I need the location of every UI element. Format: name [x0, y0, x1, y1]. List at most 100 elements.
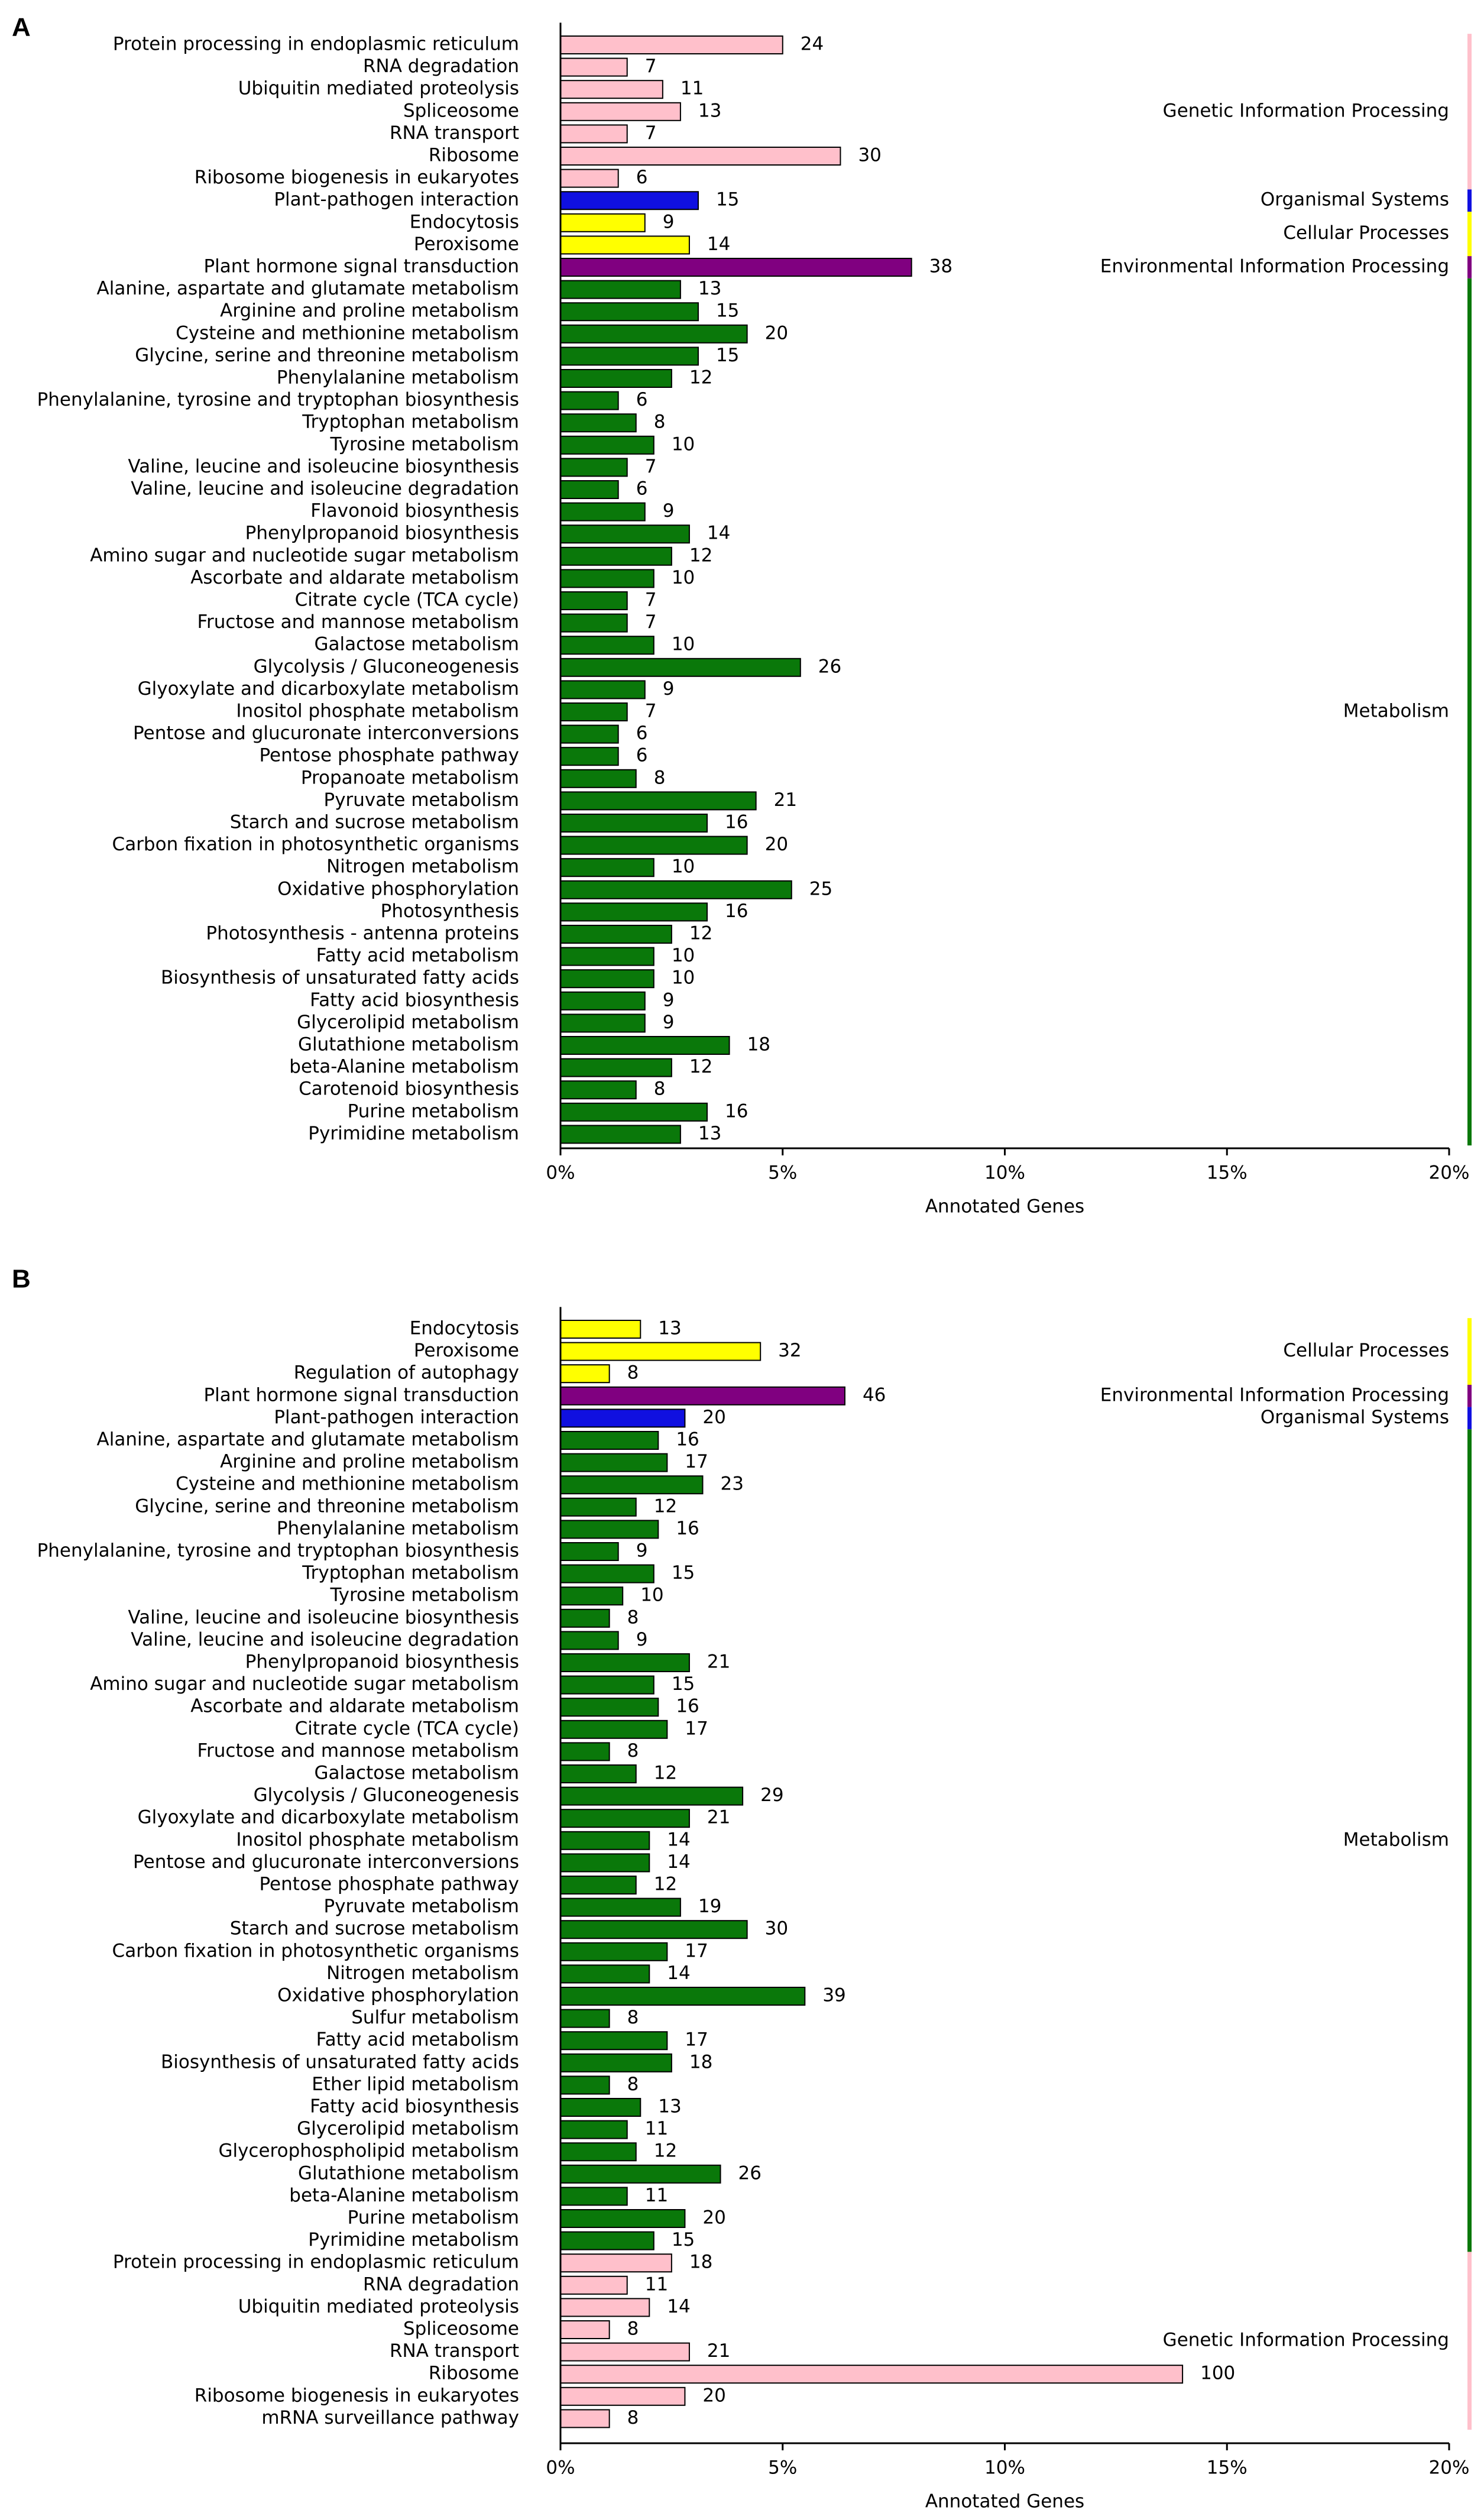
category-label: Starch and sucrose metabolism [230, 812, 519, 833]
value-label: 11 [645, 2185, 668, 2206]
category-label: Oxidative phosphorylation [277, 1985, 519, 2006]
bar [560, 724, 619, 744]
value-label: 8 [654, 412, 666, 433]
category-label: Glycine, serine and threonine metabolism [135, 1495, 519, 1517]
bar [560, 814, 708, 833]
bar [560, 1786, 744, 1806]
category-label: Fructose and mannose metabolism [197, 611, 519, 633]
value-label: 46 [863, 1384, 886, 1406]
bar [560, 2209, 686, 2228]
group-band [1467, 278, 1472, 1146]
category-label: Photosynthesis [381, 901, 519, 922]
group-band [1467, 189, 1472, 212]
group-band [1467, 1318, 1472, 1385]
x-tick-label: 20% [1429, 1162, 1470, 1184]
category-label: Ribosome [429, 145, 519, 166]
value-label: 9 [663, 678, 675, 700]
category-label: Nitrogen metabolism [326, 1963, 519, 1984]
value-label: 20 [702, 1407, 725, 1428]
bar [560, 2031, 668, 2051]
value-label: 10 [672, 945, 695, 966]
bar [560, 2342, 690, 2362]
value-label: 8 [654, 1079, 666, 1100]
category-label: mRNA surveillance pathway [261, 2407, 519, 2428]
value-label: 6 [636, 723, 648, 744]
bar [560, 1809, 690, 1828]
value-label: 14 [667, 1963, 690, 1984]
bar [560, 169, 619, 188]
bar [560, 1058, 672, 1077]
value-label: 15 [716, 345, 739, 366]
bar [560, 2009, 610, 2028]
value-label: 6 [636, 389, 648, 410]
category-label: Protein processing in endoplasmic reticu… [113, 2252, 519, 2273]
category-label: Propanoate metabolism [301, 767, 519, 788]
value-label: 9 [663, 1012, 675, 1033]
category-label: beta-Alanine metabolism [289, 1056, 519, 1077]
x-tick-label: 0% [546, 1162, 575, 1184]
bar [560, 902, 708, 922]
category-label: RNA transport [390, 122, 519, 144]
value-label: 8 [627, 2007, 639, 2028]
bar [560, 2253, 672, 2273]
category-label: Fatty acid biosynthesis [310, 2096, 519, 2117]
group-band [1467, 1429, 1472, 2252]
category-label: Glutathione metabolism [298, 1034, 519, 1055]
group-label: Organismal Systems [1261, 1407, 1449, 1428]
x-tick-label: 5% [768, 1162, 797, 1184]
value-label: 12 [689, 367, 712, 388]
value-label: 21 [774, 789, 797, 811]
category-label: Biosynthesis of unsaturated fatty acids [161, 2051, 519, 2072]
x-axis-title: Annotated Genes [925, 1196, 1084, 1217]
category-label: Pentose phosphate pathway [259, 1874, 519, 1895]
value-label: 26 [818, 656, 841, 677]
category-label: beta-Alanine metabolism [289, 2185, 519, 2206]
group-label: Environmental Information Processing [1100, 1384, 1449, 1406]
category-label: Starch and sucrose metabolism [230, 1918, 519, 1939]
bar [560, 1431, 659, 1450]
category-label: Pyruvate metabolism [324, 1896, 520, 1917]
category-label: Fatty acid metabolism [316, 2029, 519, 2051]
value-label: 14 [667, 1829, 690, 1850]
bar [560, 702, 628, 721]
category-label: Fatty acid metabolism [316, 945, 519, 966]
category-label: Carbon fixation in photosynthetic organi… [112, 834, 519, 855]
category-label: Glycerolipid metabolism [297, 1012, 519, 1033]
category-label: Endocytosis [410, 211, 519, 232]
group-band [1467, 34, 1472, 190]
category-label: Amino sugar and nucleotide sugar metabol… [90, 545, 519, 566]
group-label: Genetic Information Processing [1163, 100, 1449, 121]
category-label: Inositol phosphate metabolism [236, 1829, 519, 1850]
category-label: Ubiquitin mediated proteolysis [238, 78, 519, 99]
value-label: 10 [672, 433, 695, 455]
bar [560, 2320, 610, 2339]
category-label: RNA transport [390, 2340, 519, 2362]
value-label: 12 [689, 1056, 712, 1077]
value-label: 12 [689, 545, 712, 566]
value-label: 21 [707, 1807, 730, 1828]
value-label: 18 [747, 1034, 770, 1055]
bar [560, 2098, 641, 2117]
value-label: 15 [716, 300, 739, 322]
category-label: Oxidative phosphorylation [277, 878, 519, 899]
bar [560, 413, 637, 433]
x-tick-label: 5% [768, 2457, 797, 2479]
value-label: 12 [654, 2140, 677, 2162]
group-label: Metabolism [1343, 1829, 1449, 1850]
bar [560, 1653, 690, 1672]
bar [560, 858, 654, 877]
x-tick-label: 15% [1207, 2457, 1248, 2479]
category-label: Sulfur metabolism [351, 2007, 519, 2028]
x-tick-label: 10% [984, 1162, 1025, 1184]
bar [560, 1897, 681, 1917]
value-label: 6 [636, 167, 648, 188]
bar [560, 969, 654, 989]
bar [560, 835, 748, 855]
bar [560, 524, 690, 544]
category-label: Carbon fixation in photosynthetic organi… [112, 1940, 519, 1961]
group-label: Metabolism [1343, 701, 1449, 722]
bar [560, 1520, 659, 1539]
bar [560, 1497, 637, 1517]
value-label: 24 [801, 34, 824, 55]
category-label: Endocytosis [410, 1318, 519, 1339]
